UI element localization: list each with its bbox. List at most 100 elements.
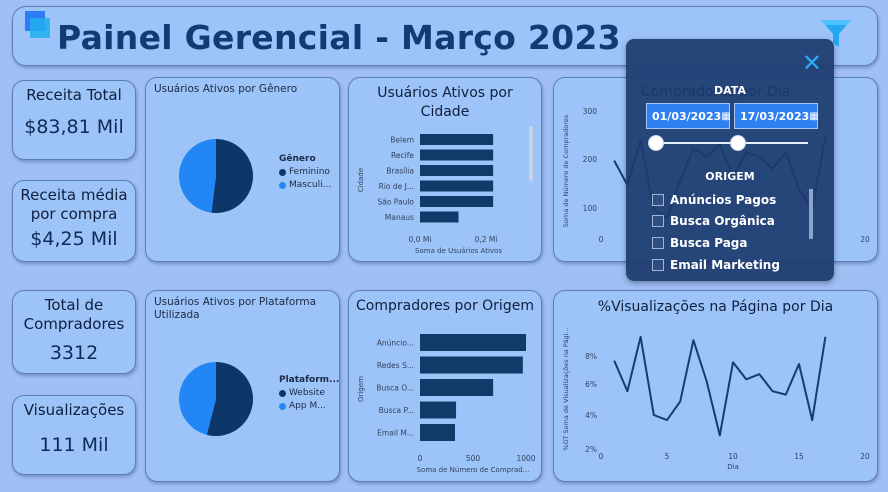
y-tick-label: 8% [585,352,597,361]
series-line [613,335,827,437]
origin-bar-card: Compradores por Origem Anúncio... Redes S… [348,290,542,482]
bar [420,211,459,223]
origin-option[interactable]: Anúncios Pagos [652,193,776,207]
kpi-value: 111 Mil [39,434,109,456]
origin-option[interactable]: Busca Orgânica [652,214,775,228]
bar [420,334,526,351]
kpi-card-avg-revenue: Receita média por compra $4,25 Mil [12,180,136,262]
pie-slice-feminino [211,139,253,213]
calendar-icon[interactable]: ▦ [809,110,819,122]
legend-title: Plataform... [279,375,340,385]
x-tick-label: 0,2 Mi [475,235,498,244]
bar [420,165,494,176]
slider-end-handle[interactable] [729,135,746,151]
x-tick-label: 10 [728,452,738,461]
origin-bar-chart: Anúncio... Redes S... Busca O... Busca P...… [357,334,536,474]
bar [420,134,494,145]
chart-title: Usuários Ativos por Plataforma Utilizada [154,296,317,321]
legend-item: Feminino [279,167,331,177]
kpi-card-buyers: Total de Compradores 3312 [12,290,136,374]
chart-title: Compradores por Origem [356,298,534,314]
origin-option[interactable]: Busca Paga [652,236,747,250]
legend-item: Masculi... [279,180,331,190]
bar [420,180,494,192]
close-icon[interactable]: ✕ [801,49,822,77]
kpi-label: Receita Total [26,86,122,104]
filter-panel: ✕ DATA 01/03/2023 ▦ 17/03/2023 ▦ ORIGEM An… [626,39,834,281]
x-tick-label: 0,0 Mi [409,235,432,244]
slider-start-handle[interactable] [648,135,664,151]
pie-slice-website [206,362,253,436]
funnel-icon[interactable] [819,17,853,51]
kpi-value: $83,81 Mil [24,116,124,138]
kpi-card-revenue: Receita Total $83,81 Mil [12,80,136,160]
origin-option[interactable]: Email Marketing [652,258,780,272]
kpi-label: Total de Compradores [23,296,125,333]
kpi-label: Receita média por compra [20,186,128,223]
date-filter-label: DATA [714,84,746,97]
platform-pie-chart [178,362,253,436]
views-line-chart: 8% 6% 4% 2%0 5 10 15 20 Dia %GT Soma de Visualiza… [562,327,870,471]
y-tick-label: 2% [585,445,597,454]
end-date-input[interactable]: 17/03/2023 ▦ [734,103,819,129]
gender-pie-chart [178,139,253,213]
x-tick-label: 500 [466,454,481,463]
y-axis-label: %GT Soma de Visualizações na Pági... [562,327,570,450]
x-tick-label: 20 [860,452,870,461]
x-axis-label: Soma de Número de Comprad... [417,466,530,474]
bar-category-label: Redes S... [377,361,414,370]
bar-category-label: Brasília [386,167,414,176]
city-bar-chart: Belem Recife Brasília Rio de J... São Paulo M… [357,134,502,255]
chart-legend: Plataform... Website App M... [279,375,339,414]
calendar-icon[interactable]: ▦ [721,110,731,122]
x-tick-label: 5 [665,452,670,461]
legend-item: Website [279,388,339,398]
bar [420,196,494,207]
checkbox[interactable] [652,215,664,227]
pie-slice-masculi [178,139,216,213]
pie-slice-appm [178,362,216,435]
kpi-card-views: Visualizações 111 Mil [12,395,136,475]
bar-category-label: Email M... [377,429,414,438]
x-axis-label: Soma de Usuários Ativos [415,247,502,255]
start-date-input[interactable]: 01/03/2023 ▦ [646,103,731,129]
bar-category-label: Belem [390,136,414,145]
checkbox[interactable] [652,237,664,249]
y-axis-label: Soma de Número de Compradores [562,114,570,227]
y-tick-label: 4% [585,411,597,420]
legend-item: App M... [279,401,339,411]
bar-category-label: Busca O... [376,384,414,393]
checkbox[interactable] [652,194,664,206]
kpi-value: 3312 [49,342,99,364]
x-tick-label: 1000 [516,454,535,463]
gender-pie-card: Usuários Ativos por Gênero Gênero Femini… [145,77,340,262]
bar [420,401,457,419]
platform-pie-card: Usuários Ativos por Plataforma Utilizada… [145,290,340,482]
y-tick-label: 6% [585,380,597,389]
bar [420,424,455,441]
chart-legend: Gênero Feminino Masculi... [279,154,331,193]
chart-title: Usuários Ativos por Gênero [154,83,298,95]
page-title: Painel Gerencial - Março 2023 [57,18,621,57]
scrollbar[interactable] [809,189,813,239]
bar-category-label: Busca P... [379,406,414,415]
header-banner: Painel Gerencial - Março 2023 [12,6,878,66]
y-axis-label: Origem [357,376,365,402]
bar-category-label: São Paulo [377,198,414,207]
x-axis-label: Dia [727,463,739,471]
views-line-card: %Visualizações na Página por Dia 8% 6% 4% 2… [553,290,878,482]
bar-category-label: Recife [391,151,414,160]
bar-category-label: Manaus [385,213,414,222]
chart-title: Usuários Ativos por Cidade [377,85,513,120]
scrollbar[interactable] [529,126,533,181]
bar [420,356,523,374]
bar-category-label: Anúncio... [377,339,414,348]
y-tick-label: 200 [583,155,598,164]
checkbox[interactable] [652,259,664,271]
y-tick-label: 100 [583,204,598,213]
x-tick-label: 0 [599,452,604,461]
app-logo-icon [25,11,53,41]
city-bar-card: Usuários Ativos por Cidade Belem Recife Br… [348,77,542,262]
bar-category-label: Rio de J... [379,182,414,191]
kpi-label: Visualizações [23,401,125,419]
